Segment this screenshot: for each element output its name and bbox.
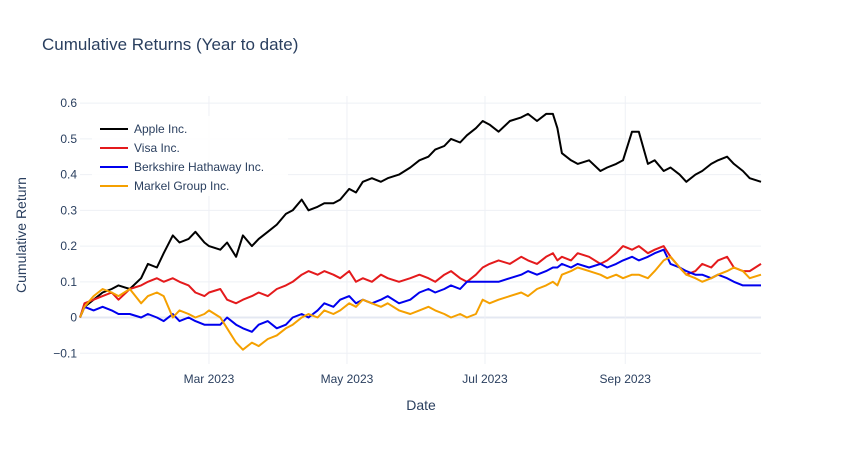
x-tick-label: Jul 2023 bbox=[462, 372, 508, 386]
x-axis-title: Date bbox=[406, 397, 436, 413]
x-tick-label: Sep 2023 bbox=[600, 372, 652, 386]
y-tick-labels: −0.1 0 0.1 0.2 0.3 0.4 0.5 0.6 bbox=[53, 96, 77, 360]
x-tick-label: Mar 2023 bbox=[184, 372, 235, 386]
y-tick-label: 0.4 bbox=[60, 168, 77, 182]
y-tick-label: 0.3 bbox=[60, 203, 77, 217]
y-tick-label: −0.1 bbox=[53, 346, 77, 360]
y-tick-label: 0.6 bbox=[60, 96, 77, 110]
y-axis-title: Cumulative Return bbox=[13, 177, 29, 293]
series-lines bbox=[79, 112, 762, 351]
x-tick-labels: Mar 2023 May 2023 Jul 2023 Sep 2023 bbox=[184, 372, 652, 386]
legend[interactable]: Apple Inc. Visa Inc. Berkshire Hathaway In… bbox=[92, 116, 288, 196]
y-tick-label: 0.5 bbox=[60, 132, 77, 146]
x-tick-label: May 2023 bbox=[321, 372, 374, 386]
y-tick-label: 0.1 bbox=[60, 275, 77, 289]
legend-label[interactable]: Markel Group Inc. bbox=[134, 179, 229, 193]
legend-label[interactable]: Visa Inc. bbox=[134, 141, 180, 155]
legend-label[interactable]: Apple Inc. bbox=[134, 122, 187, 136]
legend-label[interactable]: Berkshire Hathaway Inc. bbox=[134, 160, 264, 174]
y-tick-label: 0 bbox=[70, 311, 77, 325]
series-line-4[interactable] bbox=[79, 255, 762, 351]
y-tick-label: 0.2 bbox=[60, 239, 77, 253]
chart-title: Cumulative Returns (Year to date) bbox=[42, 35, 298, 54]
series-line-2[interactable] bbox=[79, 245, 762, 318]
series-line-3[interactable] bbox=[79, 248, 761, 333]
series-line-1[interactable] bbox=[79, 112, 762, 318]
